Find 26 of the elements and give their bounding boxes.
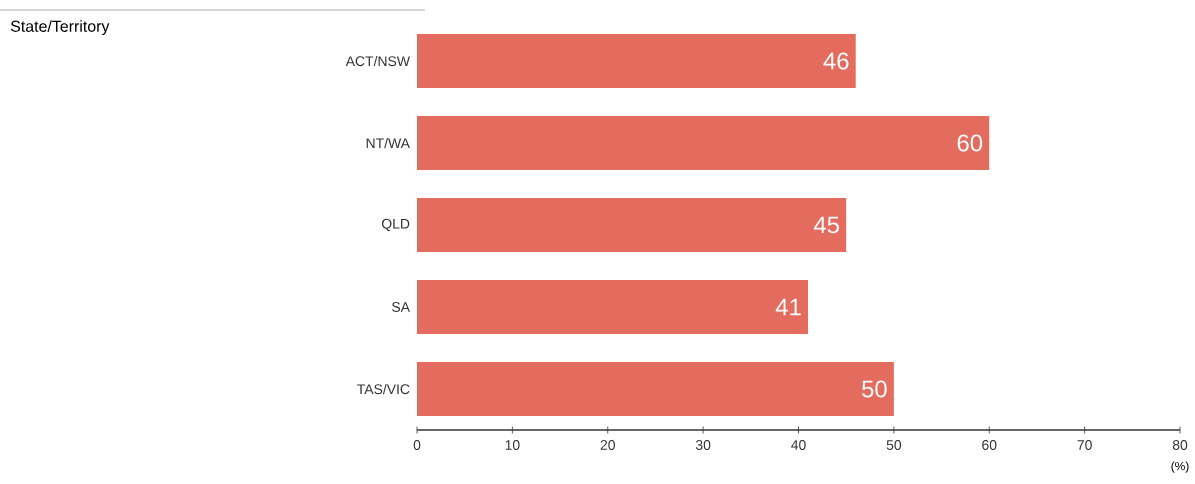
y-tick-label: SA (392, 302, 410, 312)
y-tick-label: QLD (381, 218, 410, 232)
x-tick-label: 60 (982, 440, 997, 450)
data-label: 41 (775, 298, 801, 316)
bar (417, 33, 856, 89)
data-label: 50 (862, 380, 887, 398)
x-axis-title: (%) (1171, 461, 1189, 473)
data-label: 46 (823, 52, 849, 70)
y-tick-label: TAS/VIC (357, 383, 410, 395)
bar (417, 197, 847, 253)
x-tick-label: 50 (886, 440, 902, 450)
x-tick-label: 80 (1172, 440, 1188, 450)
data-label: 60 (957, 134, 983, 152)
x-tick-label: 10 (505, 440, 520, 450)
x-tick-label: 20 (600, 440, 615, 450)
y-tick-label: NT/WA (366, 137, 410, 149)
x-tick-label: 30 (695, 440, 711, 450)
x-tick-label: 40 (791, 440, 806, 450)
x-tick-label: 70 (1077, 440, 1092, 450)
text: State/Territory (10, 20, 110, 36)
bar (417, 279, 809, 335)
bar (417, 361, 894, 417)
data-label: 45 (813, 216, 839, 234)
x-tick-label: 0 (413, 440, 421, 450)
bar (417, 115, 990, 171)
y-tick-label: ACT/NSW (345, 55, 410, 67)
